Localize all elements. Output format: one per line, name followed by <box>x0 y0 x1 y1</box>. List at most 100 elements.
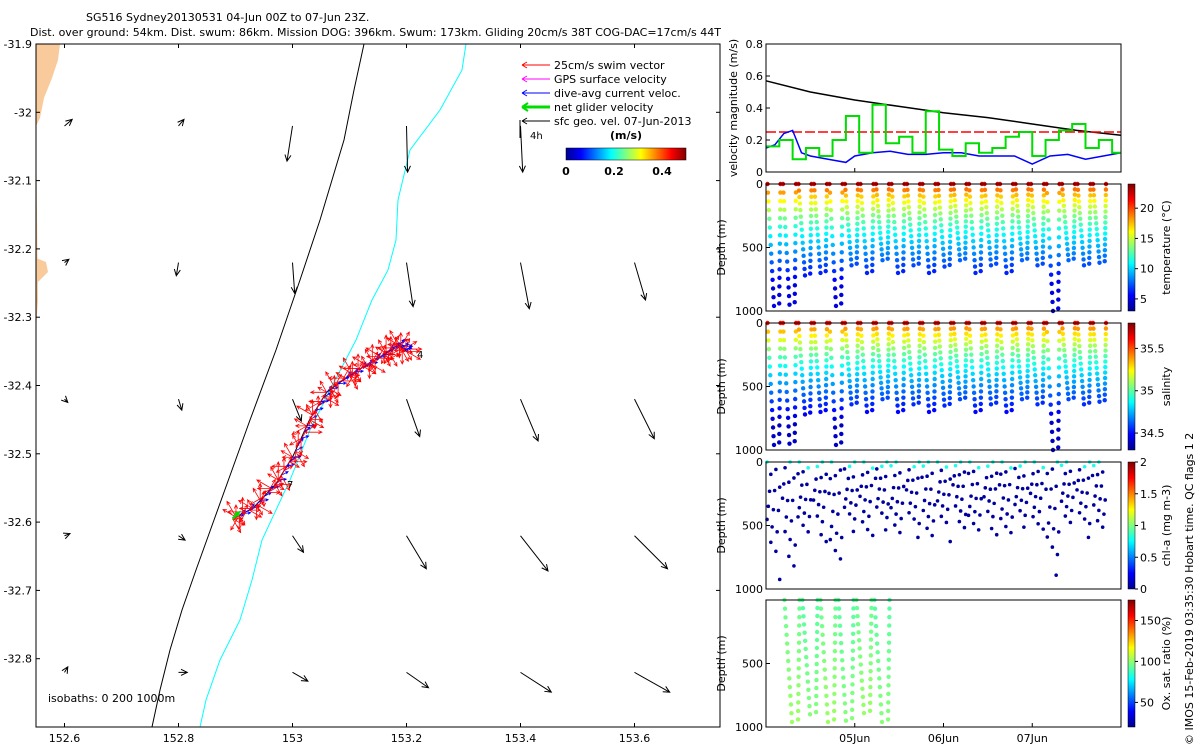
velocity-y-tick-label: 0.8 <box>746 38 764 51</box>
data-point <box>792 405 798 410</box>
data-point <box>1071 395 1076 400</box>
data-point <box>899 516 903 521</box>
data-point <box>782 216 788 221</box>
data-point <box>1056 288 1061 293</box>
data-point <box>877 358 882 364</box>
data-point <box>808 359 814 364</box>
swim-vector <box>303 430 323 435</box>
data-point <box>901 268 906 274</box>
data-point <box>839 414 844 420</box>
data-point <box>797 606 802 611</box>
data-point <box>1096 249 1101 254</box>
data-point <box>1057 199 1062 204</box>
data-point <box>909 245 915 251</box>
map-y-tick-label: -32.3 <box>4 311 32 324</box>
data-point <box>833 303 839 309</box>
map-x-axis: 152.6 152.8 153 153.2 153.4 153.6 <box>49 44 650 745</box>
data-point <box>806 687 811 693</box>
data-point <box>784 389 789 395</box>
time-x-tick-label: 07Jun <box>1017 732 1048 745</box>
data-point <box>865 470 870 475</box>
data-point <box>801 399 807 404</box>
data-point <box>1087 244 1092 249</box>
data-point <box>777 363 783 368</box>
data-point <box>917 204 922 209</box>
data-point <box>893 238 898 244</box>
data-point <box>1041 326 1047 331</box>
data-point <box>1009 262 1015 268</box>
data-point <box>805 679 811 684</box>
data-point <box>1071 256 1076 261</box>
data-point <box>792 564 796 568</box>
data-point <box>1040 244 1046 249</box>
data-point <box>1064 375 1069 380</box>
data-point <box>969 213 974 218</box>
data-point <box>823 244 829 249</box>
data-point <box>870 219 876 224</box>
data-point <box>775 530 779 534</box>
data-point <box>1048 263 1053 268</box>
data-point <box>1064 504 1069 509</box>
swim-vector <box>319 380 328 393</box>
data-point <box>796 683 801 688</box>
data-point <box>862 509 866 514</box>
map-y-tick-label: -32.2 <box>4 243 32 256</box>
data-point <box>1010 515 1015 519</box>
data-point <box>1056 400 1061 406</box>
data-point <box>1049 281 1054 286</box>
velocity-series <box>765 129 1122 165</box>
data-point <box>854 372 860 377</box>
data-point <box>1009 395 1015 400</box>
data-point <box>1056 226 1062 231</box>
data-point <box>832 657 838 662</box>
map-y-tick-label: -32 <box>14 106 32 119</box>
section-colorbar <box>1127 461 1136 590</box>
data-point <box>1071 235 1077 240</box>
section-colorbar-tick-label: 1.5 <box>1140 488 1158 501</box>
data-point <box>983 338 989 343</box>
data-point <box>869 605 874 611</box>
data-point <box>1071 390 1077 395</box>
data-point <box>783 615 788 620</box>
data-point <box>789 711 794 716</box>
data-point <box>823 256 829 261</box>
swim-vector <box>349 375 358 390</box>
data-point <box>1080 390 1086 395</box>
data-point <box>940 246 946 252</box>
coastline-land <box>36 44 60 126</box>
data-point <box>1092 198 1097 204</box>
geo-velocity-arrow <box>406 398 421 438</box>
data-point <box>807 514 812 519</box>
geo-velocity-arrow <box>62 532 72 540</box>
data-point <box>868 669 873 674</box>
swim-vector <box>369 363 376 375</box>
data-point <box>1019 258 1025 263</box>
data-point <box>1079 367 1084 372</box>
data-point <box>886 197 891 203</box>
data-point <box>847 239 852 245</box>
data-point <box>1049 290 1055 296</box>
data-point <box>1093 494 1097 498</box>
data-point <box>1030 338 1035 343</box>
data-point <box>932 351 938 357</box>
data-point <box>907 349 912 355</box>
data-point <box>1018 241 1023 247</box>
data-point <box>1004 409 1009 415</box>
data-point <box>979 333 985 338</box>
data-point <box>922 498 927 503</box>
data-point <box>885 379 891 384</box>
data-point <box>987 390 993 395</box>
data-point <box>849 716 855 721</box>
data-point <box>893 384 899 389</box>
data-point <box>862 232 867 237</box>
data-point <box>1063 358 1068 364</box>
data-point <box>979 496 984 501</box>
data-point <box>806 695 812 701</box>
data-point <box>1072 342 1077 347</box>
data-point <box>814 219 819 225</box>
data-point <box>926 409 932 415</box>
data-point <box>1009 401 1015 407</box>
data-point <box>1009 250 1015 255</box>
data-point <box>976 528 981 532</box>
